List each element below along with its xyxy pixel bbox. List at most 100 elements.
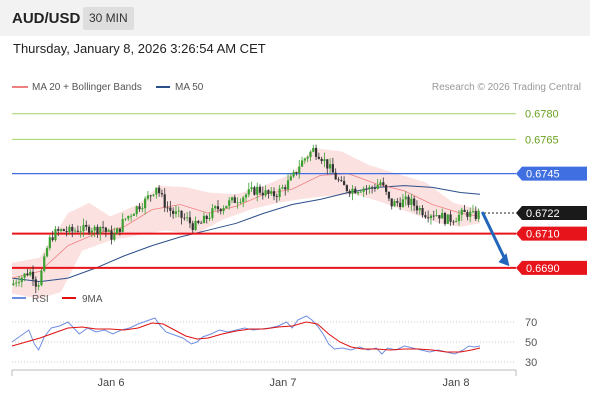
candle-body — [17, 282, 21, 283]
level-0-6690-label: 0.6690 — [526, 263, 560, 275]
candle-body — [415, 205, 419, 211]
candle-body — [463, 209, 466, 213]
candle-body — [401, 199, 405, 208]
rsi-tick-30: 30 — [525, 357, 537, 369]
candle-body — [371, 187, 374, 189]
candle-body — [222, 208, 225, 212]
candle-body — [396, 201, 399, 203]
candle-body — [365, 188, 368, 190]
candle-body — [284, 187, 287, 190]
legend-9ma-label: 9MA — [82, 294, 103, 305]
candle-body — [272, 191, 276, 197]
candle-body — [59, 229, 63, 231]
candle-body — [270, 191, 273, 194]
candle-body — [65, 230, 68, 232]
candle-body — [356, 192, 360, 194]
level-0-6780-label: 0.6780 — [525, 109, 559, 121]
candle-body — [286, 180, 290, 190]
legend-ma50-label: MA 50 — [175, 82, 204, 93]
legend-ma20-label: MA 20 + Bollinger Bands — [32, 82, 142, 93]
candle-body — [132, 214, 136, 216]
candle-body — [76, 230, 79, 232]
candle-body — [115, 228, 119, 234]
legend-ma50-swatch — [156, 86, 170, 88]
candle-body — [323, 159, 326, 162]
candle-body — [51, 237, 54, 241]
candle-body — [93, 226, 96, 231]
candle-body — [446, 214, 449, 224]
candle-body — [68, 226, 71, 232]
candle-body — [110, 230, 113, 240]
candle-body — [163, 194, 166, 208]
candle-body — [320, 158, 323, 162]
candle-body — [96, 226, 99, 234]
level-0-6722-tag — [516, 206, 587, 221]
candle-body — [118, 228, 121, 232]
candle-body — [45, 248, 49, 257]
candle-body — [298, 166, 301, 174]
candle-body — [278, 188, 281, 198]
candle-body — [314, 148, 318, 157]
timeframe-badge[interactable]: 30 MIN — [83, 7, 134, 30]
candle-body — [12, 283, 15, 285]
candle-body — [160, 193, 164, 195]
candle-body — [177, 210, 180, 212]
candle-body — [309, 151, 312, 158]
candle-body — [214, 206, 217, 209]
candle-body — [34, 279, 37, 287]
level-0-6765-label: 0.6765 — [525, 134, 559, 146]
candle-body — [471, 210, 475, 212]
candle-body — [200, 222, 203, 224]
candle-body — [267, 190, 270, 194]
candle-body — [40, 270, 43, 286]
candle-body — [317, 156, 320, 159]
forecast-arrow — [481, 211, 510, 267]
candle-body — [474, 210, 477, 219]
legend-rsi-swatch — [12, 297, 26, 299]
candle-body — [247, 189, 250, 195]
candle-body — [429, 215, 433, 219]
candle-body — [368, 187, 371, 189]
candle-body — [43, 256, 46, 271]
candlesticks — [12, 144, 480, 294]
candle-body — [407, 196, 410, 205]
candle-body — [337, 179, 340, 181]
candle-body — [404, 196, 407, 200]
candle-body — [328, 164, 332, 169]
candle-body — [208, 217, 211, 219]
rsi-tick-50: 50 — [525, 337, 537, 349]
candle-body — [382, 182, 385, 186]
candle-body — [48, 237, 51, 249]
candle-body — [228, 200, 231, 206]
candle-body — [359, 191, 362, 193]
candle-body — [435, 215, 438, 217]
candle-body — [130, 215, 133, 217]
candle-body — [85, 224, 88, 227]
candle-body — [331, 164, 334, 173]
level-0-6710-tag — [516, 226, 587, 241]
candle-body — [144, 198, 147, 209]
candle-body — [295, 172, 298, 174]
candle-body — [87, 226, 91, 233]
candle-body — [158, 187, 161, 194]
x-axis: Jan 6 Jan 7 Jan 8 — [11, 369, 517, 389]
candle-body — [31, 271, 35, 280]
candle-body — [127, 215, 130, 219]
candle-body — [82, 224, 85, 232]
candle-body — [230, 197, 234, 201]
candle-body — [258, 186, 262, 193]
rsi-9ma-line — [11, 321, 481, 353]
candle-body — [256, 186, 259, 195]
candle-body — [194, 221, 197, 230]
candle-body — [149, 195, 152, 197]
rsi-tick-70: 70 — [525, 317, 537, 329]
candle-body — [443, 213, 447, 224]
candle-body — [188, 217, 192, 224]
candle-body — [15, 282, 18, 284]
candle-body — [186, 217, 189, 219]
candle-body — [79, 231, 82, 233]
candle-body — [345, 185, 348, 192]
candle-body — [71, 226, 74, 232]
candle-body — [351, 188, 354, 194]
